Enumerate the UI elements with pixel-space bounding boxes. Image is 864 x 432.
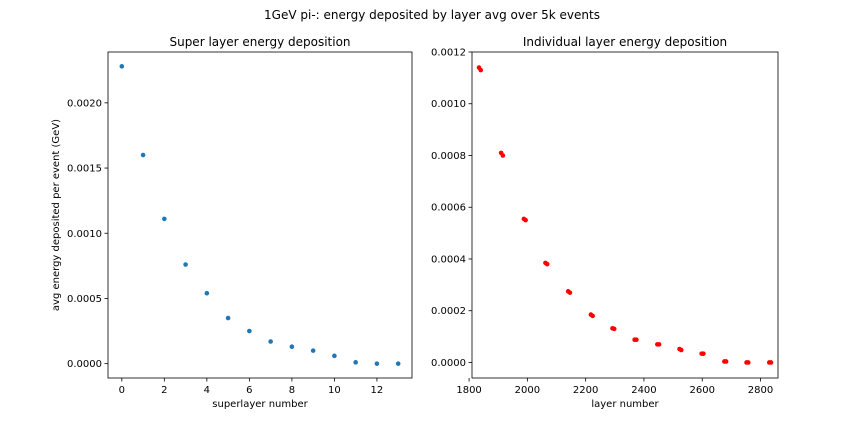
- data-point: [745, 360, 751, 365]
- chart-title: Super layer energy deposition: [169, 35, 350, 49]
- y-tick-label: 0.0020: [67, 98, 102, 109]
- y-tick-label: 0.0010: [67, 229, 102, 240]
- data-point: [701, 351, 706, 356]
- axes-frame: [107, 51, 413, 379]
- data-point: [656, 342, 662, 347]
- data-point: [289, 344, 295, 350]
- y-tick-label: 0.0010: [431, 99, 466, 110]
- data-point: [119, 64, 125, 69]
- x-tick-label: 6: [246, 385, 252, 396]
- x-tick-label: 2200: [573, 385, 598, 396]
- x-tick-label: 12: [371, 385, 384, 396]
- left-chart: Super layer energy deposition 0 2 4 6 8 10 12 0.…: [51, 35, 413, 410]
- data-point: [353, 360, 358, 365]
- axes-frame: [471, 51, 779, 379]
- x-tick-label: 2800: [748, 385, 773, 396]
- y-tick-label: 0.0015: [67, 164, 102, 175]
- y-tick-label: 0.0000: [67, 359, 102, 370]
- data-point: [500, 153, 506, 158]
- x-axis-label: superlayer number: [212, 399, 308, 410]
- data-point: [567, 290, 573, 295]
- y-tick-label: 0.0002: [431, 306, 466, 317]
- y-tick-label: 0.0005: [67, 294, 102, 305]
- data-point: [544, 261, 550, 267]
- data-point: [268, 339, 273, 344]
- x-tick-label: 4: [204, 385, 210, 396]
- x-axis-label: layer number: [591, 399, 659, 410]
- figure-title: 1GeV pi-: energy deposited by layer avg …: [264, 8, 600, 22]
- x-tick-label: 2600: [690, 385, 715, 396]
- chart-title: Individual layer energy deposition: [523, 35, 727, 49]
- x-tick-label: 2000: [515, 385, 540, 396]
- data-point: [634, 337, 639, 343]
- data-point: [140, 152, 146, 158]
- data-point: [768, 360, 774, 365]
- data-point: [374, 361, 380, 366]
- data-point: [310, 348, 316, 353]
- data-point: [204, 290, 210, 296]
- data-point: [225, 315, 231, 321]
- x-tick-label: 0: [119, 385, 125, 396]
- data-point: [723, 359, 729, 364]
- y-tick-label: 0.0006: [431, 203, 466, 214]
- y-tick-label: 0.0004: [431, 254, 466, 265]
- data-point: [478, 67, 484, 73]
- data-point: [523, 217, 528, 223]
- data-point: [590, 313, 595, 319]
- x-tick-label: 8: [289, 385, 295, 396]
- data-point: [162, 216, 167, 222]
- x-tick-label: 2: [161, 385, 167, 396]
- y-tick-label: 0.0000: [431, 358, 466, 369]
- data-point: [332, 353, 337, 359]
- y-axis-label: avg energy deposited per event (GeV): [51, 119, 62, 311]
- x-tick-label: 10: [328, 385, 341, 396]
- right-chart: Individual layer energy deposition 1800 20…: [431, 35, 779, 410]
- y-tick-label: 0.0012: [431, 48, 466, 59]
- data-point: [247, 328, 252, 334]
- x-tick-label: 1800: [456, 385, 481, 396]
- data-point: [611, 326, 617, 332]
- y-tick-label: 0.0008: [431, 151, 466, 162]
- data-point: [678, 347, 684, 353]
- data-point: [183, 262, 188, 267]
- x-tick-label: 2400: [631, 385, 656, 396]
- data-point: [395, 361, 401, 366]
